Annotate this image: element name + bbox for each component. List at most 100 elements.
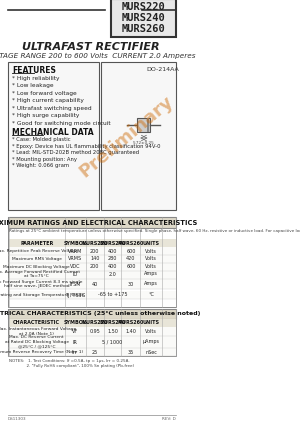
Text: IO: IO bbox=[73, 272, 78, 277]
Bar bbox=[147, 118, 149, 132]
Bar bbox=[8, 327, 176, 336]
Text: 40: 40 bbox=[92, 281, 98, 286]
Text: MAXIMUM RATINGS AND ELECTRICAL CHARACTERISTICS: MAXIMUM RATINGS AND ELECTRICAL CHARACTER… bbox=[0, 219, 197, 226]
Text: 5.72±0.25: 5.72±0.25 bbox=[133, 141, 155, 145]
Bar bbox=[8, 239, 176, 247]
Text: * Ultrafast switching speed: * Ultrafast switching speed bbox=[12, 105, 92, 111]
Text: * Mounting position: Any: * Mounting position: Any bbox=[12, 156, 77, 162]
Bar bbox=[111, 0, 176, 37]
Text: PARAMETER: PARAMETER bbox=[20, 241, 53, 246]
Text: * Low leakage: * Low leakage bbox=[12, 83, 53, 88]
Text: nSec: nSec bbox=[145, 349, 157, 354]
Text: MURS260: MURS260 bbox=[118, 241, 144, 246]
Text: REV: D: REV: D bbox=[162, 417, 176, 421]
Text: 400: 400 bbox=[108, 249, 117, 253]
Bar bbox=[8, 247, 176, 255]
Text: MURS220: MURS220 bbox=[82, 241, 108, 246]
Bar bbox=[8, 255, 176, 263]
Text: SYMBOL: SYMBOL bbox=[64, 241, 87, 246]
Text: VRMS: VRMS bbox=[68, 257, 82, 261]
Text: SYMBOL: SYMBOL bbox=[64, 320, 87, 326]
Text: * Lead: MIL-STD-202B method 208C guaranteed: * Lead: MIL-STD-202B method 208C guarant… bbox=[12, 150, 139, 155]
Text: Amps: Amps bbox=[144, 281, 158, 286]
Text: 420: 420 bbox=[126, 257, 136, 261]
Text: 25: 25 bbox=[92, 349, 98, 354]
Bar bbox=[8, 269, 176, 279]
Text: 30: 30 bbox=[128, 281, 134, 286]
Text: IFSM: IFSM bbox=[69, 281, 81, 286]
Text: °C: °C bbox=[148, 292, 154, 298]
Text: ELECTRICAL CHARACTERISTICS (25°C unless otherwise noted): ELECTRICAL CHARACTERISTICS (25°C unless … bbox=[0, 312, 200, 317]
Bar bbox=[8, 336, 176, 348]
Text: * Weight: 0.066 gram: * Weight: 0.066 gram bbox=[12, 163, 69, 168]
Text: * Good for switching mode circuit: * Good for switching mode circuit bbox=[12, 121, 110, 125]
Text: Ratings at 25°C ambient temperature unless otherwise specified. Single phase, ha: Ratings at 25°C ambient temperature unle… bbox=[9, 229, 300, 233]
Text: * High reliability: * High reliability bbox=[12, 76, 59, 80]
Text: TJ, TSTG: TJ, TSTG bbox=[65, 292, 85, 298]
Text: * High current capability: * High current capability bbox=[12, 98, 84, 103]
Bar bbox=[100, 62, 176, 210]
Text: VF: VF bbox=[72, 329, 78, 334]
Bar bbox=[8, 279, 176, 289]
Bar bbox=[8, 309, 176, 319]
Text: IR: IR bbox=[73, 340, 78, 345]
Text: Peak Forward Surge Current 8.3 ms single
half sine wave, JEDEC method: Peak Forward Surge Current 8.3 ms single… bbox=[0, 280, 82, 288]
Bar bbox=[8, 348, 176, 356]
Text: UNITS: UNITS bbox=[142, 241, 160, 246]
Text: Volts: Volts bbox=[145, 329, 157, 334]
Text: 0.95: 0.95 bbox=[89, 329, 100, 334]
Text: 5 / 1000: 5 / 1000 bbox=[102, 340, 123, 345]
Text: Amps: Amps bbox=[144, 272, 158, 277]
Text: trr: trr bbox=[72, 349, 78, 354]
Text: 280: 280 bbox=[108, 257, 117, 261]
Text: 600: 600 bbox=[126, 249, 136, 253]
Text: Max. Repetitive Peak Reverse Voltage: Max. Repetitive Peak Reverse Voltage bbox=[0, 249, 78, 253]
Text: NOTES:   1. Test Conditions: If =0.5A, tp = 1μs, Irr = 0.25A.: NOTES: 1. Test Conditions: If =0.5A, tp … bbox=[9, 359, 129, 363]
Text: 35: 35 bbox=[128, 349, 134, 354]
Text: CHARACTERISTIC: CHARACTERISTIC bbox=[13, 320, 60, 326]
Text: 200: 200 bbox=[90, 249, 99, 253]
Text: -65 to +175: -65 to +175 bbox=[98, 292, 127, 298]
Bar bbox=[8, 217, 176, 228]
Text: DO-214AA: DO-214AA bbox=[146, 66, 179, 71]
Text: VRRM: VRRM bbox=[68, 249, 83, 253]
Text: Preliminary: Preliminary bbox=[76, 93, 177, 181]
Text: 1.50: 1.50 bbox=[107, 329, 118, 334]
Text: MECHANICAL DATA: MECHANICAL DATA bbox=[12, 128, 93, 137]
Text: 2. "Fully RoHS compliant", 100% Sn plating (Pb-free): 2. "Fully RoHS compliant", 100% Sn plati… bbox=[9, 364, 134, 368]
Text: MURS260: MURS260 bbox=[118, 320, 144, 326]
Text: * Epoxy: Device has UL flammability classification 94V-0: * Epoxy: Device has UL flammability clas… bbox=[12, 144, 160, 148]
Bar bbox=[8, 291, 176, 299]
Text: Volts: Volts bbox=[145, 264, 157, 269]
Text: Max. Average Forward Rectified Current
at Ta=75°C: Max. Average Forward Rectified Current a… bbox=[0, 270, 80, 278]
Text: Max. DC Reverse Current
at Rated DC Blocking Voltage
@25°C / @125°C: Max. DC Reverse Current at Rated DC Bloc… bbox=[4, 335, 69, 348]
Bar bbox=[137, 118, 150, 132]
Text: * High surge capability: * High surge capability bbox=[12, 113, 79, 118]
Bar bbox=[8, 217, 176, 307]
Text: Volts: Volts bbox=[145, 257, 157, 261]
Text: MURS220: MURS220 bbox=[82, 320, 108, 326]
Text: VOLTAGE RANGE 200 to 600 Volts  CURRENT 2.0 Amperes: VOLTAGE RANGE 200 to 600 Volts CURRENT 2… bbox=[0, 53, 196, 59]
Text: FEATURES: FEATURES bbox=[12, 65, 56, 74]
Text: Volts: Volts bbox=[145, 249, 157, 253]
Text: DS11303: DS11303 bbox=[8, 417, 26, 421]
Text: MURS220: MURS220 bbox=[122, 2, 166, 12]
Text: Maximum DC Blocking Voltage: Maximum DC Blocking Voltage bbox=[3, 265, 70, 269]
Bar bbox=[8, 319, 176, 327]
Text: MURS240: MURS240 bbox=[99, 320, 126, 326]
Text: ULTRAFAST RECTIFIER: ULTRAFAST RECTIFIER bbox=[22, 42, 159, 52]
Text: * Case: Molded plastic: * Case: Molded plastic bbox=[12, 137, 70, 142]
Bar bbox=[8, 263, 176, 271]
Text: VDC: VDC bbox=[70, 264, 80, 269]
Text: Maximum Reverse Recovery Time (Note 1): Maximum Reverse Recovery Time (Note 1) bbox=[0, 350, 83, 354]
Text: 200: 200 bbox=[90, 264, 99, 269]
Text: 140: 140 bbox=[90, 257, 99, 261]
Text: * Low forward voltage: * Low forward voltage bbox=[12, 91, 76, 96]
Text: 2.0: 2.0 bbox=[109, 272, 116, 277]
Text: MURS240: MURS240 bbox=[99, 241, 126, 246]
Text: Maximum RMS Voltage: Maximum RMS Voltage bbox=[12, 257, 62, 261]
Bar bbox=[8, 62, 100, 210]
Text: Operating and Storage Temperature Range: Operating and Storage Temperature Range bbox=[0, 293, 84, 297]
Text: MURS240: MURS240 bbox=[122, 13, 166, 23]
Text: 600: 600 bbox=[126, 264, 136, 269]
